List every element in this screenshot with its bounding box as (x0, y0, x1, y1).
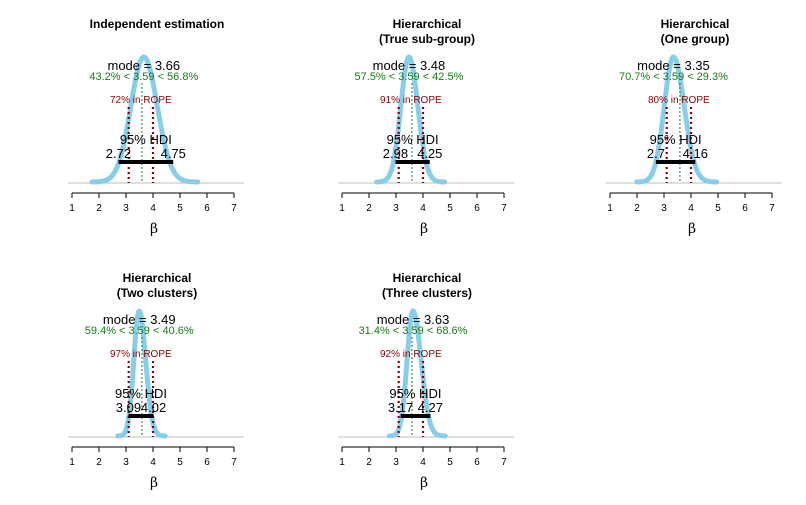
panel-title-line: Hierarchical (393, 17, 462, 31)
x-tick-label: 1 (607, 203, 613, 214)
x-tick-label: 2 (366, 457, 372, 468)
x-tick-label: 5 (715, 203, 721, 214)
posterior-density-curve (115, 308, 168, 439)
panel-5: Hierarchical(Three clusters)mode = 3.633… (338, 271, 514, 491)
panel-title-line: Independent estimation (90, 17, 225, 31)
x-tick-label: 2 (634, 203, 640, 214)
x-tick-label: 3 (393, 457, 399, 468)
x-tick-label: 1 (69, 457, 75, 468)
x-tick-label: 7 (501, 203, 507, 214)
x-tick-label: 6 (742, 203, 748, 214)
x-tick-label: 7 (769, 203, 775, 214)
hdi-title: 95% HDI (387, 132, 439, 147)
x-tick-label: 5 (447, 457, 453, 468)
hdi-high-label: 4.02 (141, 400, 166, 415)
posterior-density-curve (89, 54, 201, 185)
panel-4: Hierarchical(Two clusters) mode = 3.4959.… (68, 271, 244, 491)
x-tick-label: 1 (339, 203, 345, 214)
panel-title-line: (One group) (661, 32, 730, 46)
x-axis-label: β (150, 221, 158, 237)
panel-title-line: Hierarchical (393, 271, 462, 285)
mode-label: mode = 3.48 (373, 58, 446, 73)
x-tick-label: 1 (69, 203, 75, 214)
posterior-density-curve (634, 54, 720, 185)
hdi-title: 95% HDI (650, 132, 702, 147)
rope-label: 92% in ROPE (380, 349, 442, 360)
hdi-high-label: 4.27 (418, 400, 443, 415)
panel-title-line: (Three clusters) (382, 286, 472, 300)
posterior-density-curve (386, 308, 448, 439)
panel-title-line: (True sub-group) (379, 32, 475, 46)
comparison-label: 57.5% < 3.59 < 42.5% (355, 71, 464, 83)
x-axis-label: β (150, 475, 158, 491)
x-tick-label: 3 (393, 203, 399, 214)
x-tick-label: 6 (204, 457, 210, 468)
comparison-label: 31.4% < 3.59 < 68.6% (359, 325, 468, 337)
rope-label: 80% in ROPE (648, 95, 710, 106)
mode-label: mode = 3.63 (377, 312, 450, 327)
mode-label: mode = 3.49 (103, 312, 176, 327)
x-axis-label: β (688, 221, 696, 237)
posterior-density-curve (374, 54, 448, 185)
hdi-low-label: 2.7 (647, 146, 665, 161)
comparison-label: 43.2% < 3.59 < 56.8% (89, 71, 198, 83)
mode-label: mode = 3.35 (637, 58, 710, 73)
x-tick-label: 3 (123, 457, 129, 468)
x-tick-label: 2 (366, 203, 372, 214)
x-tick-label: 4 (688, 203, 694, 214)
x-tick-label: 4 (420, 457, 426, 468)
x-tick-label: 7 (231, 203, 237, 214)
rope-label: 91% in ROPE (380, 95, 442, 106)
hdi-high-label: 4.75 (161, 146, 186, 161)
x-tick-label: 3 (661, 203, 667, 214)
panel-3: Hierarchical(One group) mode = 3.3570.7% … (606, 17, 782, 237)
comparison-label: 59.4% < 3.59 < 40.6% (85, 325, 194, 337)
x-axis-label: β (420, 221, 428, 237)
hdi-low-label: 3.17 (388, 400, 413, 415)
hdi-title: 95% HDI (115, 386, 167, 401)
x-tick-label: 6 (474, 203, 480, 214)
rope-label: 97% in ROPE (110, 349, 172, 360)
panel-title-line: Hierarchical (661, 17, 730, 31)
x-axis-label: β (420, 475, 428, 491)
hdi-low-label: 3.09 (116, 400, 141, 415)
x-tick-label: 4 (420, 203, 426, 214)
x-tick-label: 7 (231, 457, 237, 468)
panel-title-line: Hierarchical (123, 271, 192, 285)
x-tick-label: 2 (96, 203, 102, 214)
hdi-title: 95% HDI (120, 132, 172, 147)
x-tick-label: 4 (150, 457, 156, 468)
x-tick-label: 5 (447, 203, 453, 214)
x-tick-label: 6 (204, 203, 210, 214)
x-tick-label: 3 (123, 203, 129, 214)
x-tick-label: 2 (96, 457, 102, 468)
hdi-high-label: 4.25 (417, 146, 442, 161)
x-tick-label: 5 (177, 457, 183, 468)
hdi-low-label: 2.72 (106, 146, 131, 161)
hdi-high-label: 4.16 (683, 146, 708, 161)
x-tick-label: 7 (501, 457, 507, 468)
hdi-low-label: 2.98 (383, 146, 408, 161)
x-tick-label: 5 (177, 203, 183, 214)
hdi-title: 95% HDI (389, 386, 441, 401)
rope-label: 72% in ROPE (110, 95, 172, 106)
mode-label: mode = 3.66 (107, 58, 180, 73)
x-tick-label: 1 (339, 457, 345, 468)
comparison-label: 70.7% < 3.59 < 29.3% (619, 71, 728, 83)
panel-title-line: (Two clusters) (117, 286, 197, 300)
x-tick-label: 4 (150, 203, 156, 214)
panel-2: Hierarchical(True sub-group)mode = 3.485… (338, 17, 514, 237)
x-tick-label: 6 (474, 457, 480, 468)
